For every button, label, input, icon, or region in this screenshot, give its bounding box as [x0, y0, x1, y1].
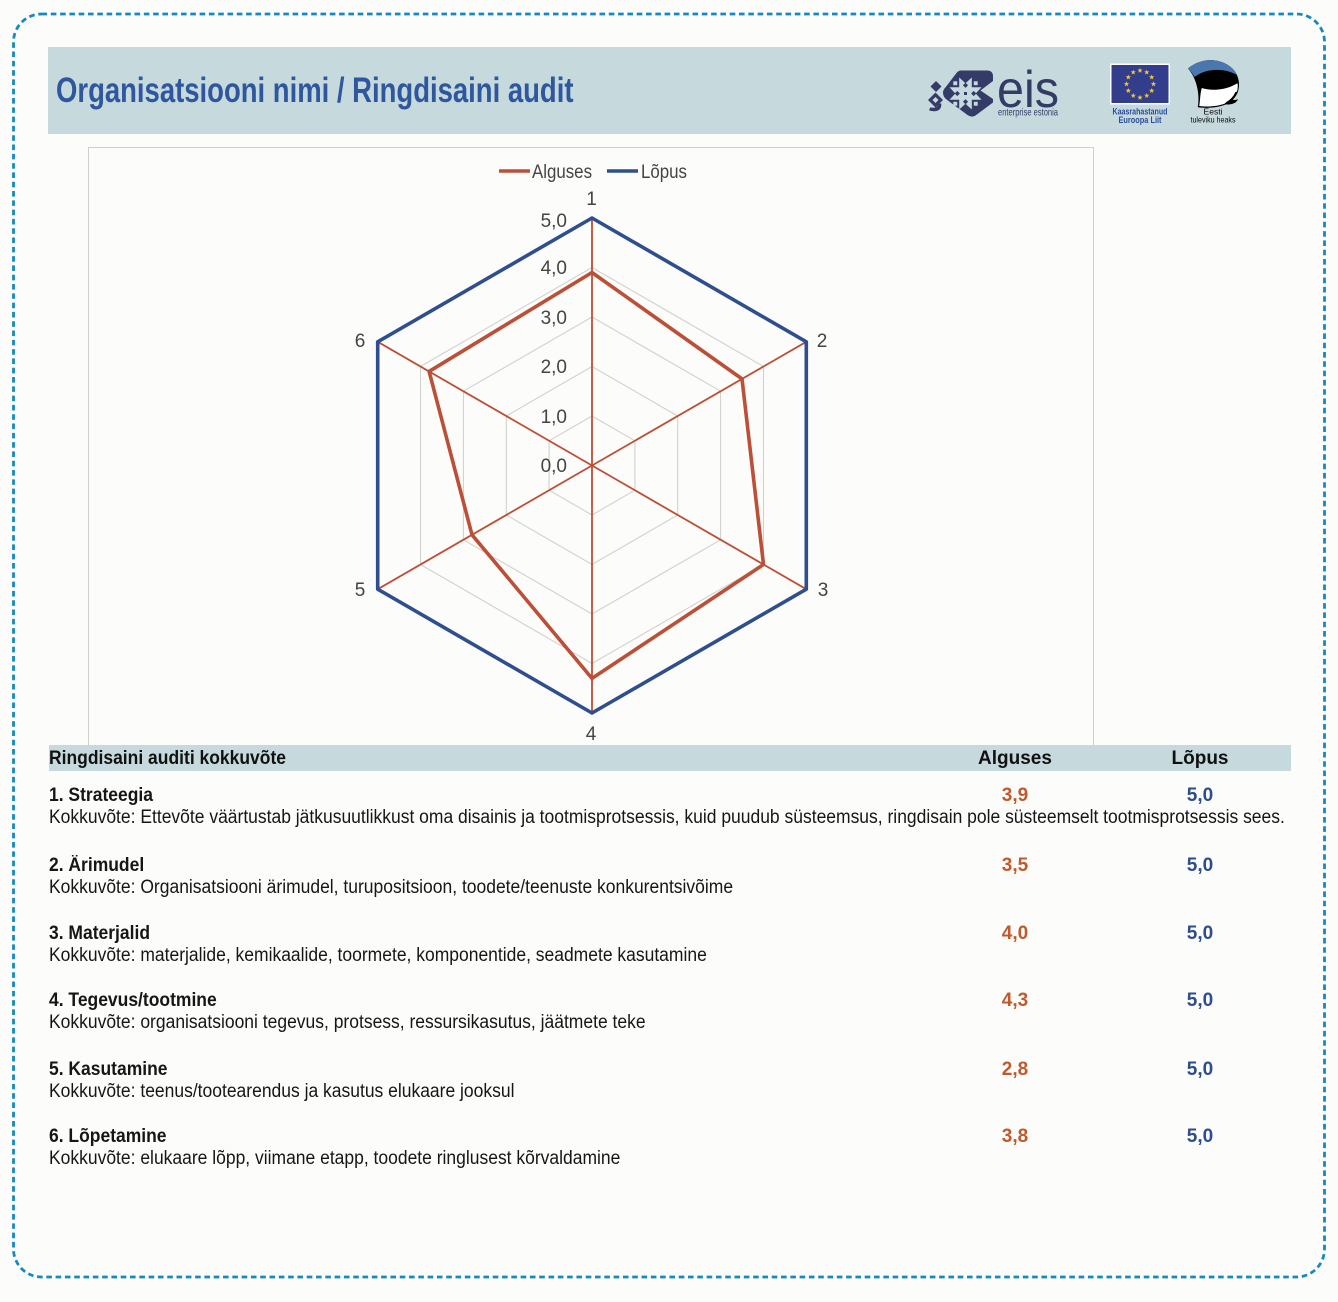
svg-text:1,0: 1,0	[541, 407, 567, 428]
svg-text:Euroopa Liit: Euroopa Liit	[1119, 115, 1162, 125]
svg-text:6: 6	[355, 331, 366, 352]
svg-text:3: 3	[818, 580, 829, 601]
svg-text:Eesti: Eesti	[1204, 107, 1223, 117]
svg-text:5,0: 5,0	[541, 211, 567, 232]
svg-text:2,0: 2,0	[541, 357, 567, 378]
svg-text:0,0: 0,0	[541, 456, 567, 477]
svg-text:enterprise estonia: enterprise estonia	[998, 107, 1058, 119]
svg-text:5: 5	[355, 580, 366, 601]
svg-text:3,0: 3,0	[541, 308, 567, 329]
svg-text:Lõpus: Lõpus	[641, 161, 687, 183]
svg-text:Kaasrahastanud: Kaasrahastanud	[1113, 107, 1168, 117]
svg-text:2: 2	[817, 331, 828, 352]
svg-text:eis: eis	[997, 61, 1059, 119]
svg-text:1: 1	[586, 189, 597, 210]
svg-text:Alguses: Alguses	[532, 161, 592, 183]
svg-text:4: 4	[586, 724, 597, 745]
svg-text:tuleviku heaks: tuleviku heaks	[1191, 115, 1236, 125]
svg-text:4,0: 4,0	[541, 258, 567, 279]
